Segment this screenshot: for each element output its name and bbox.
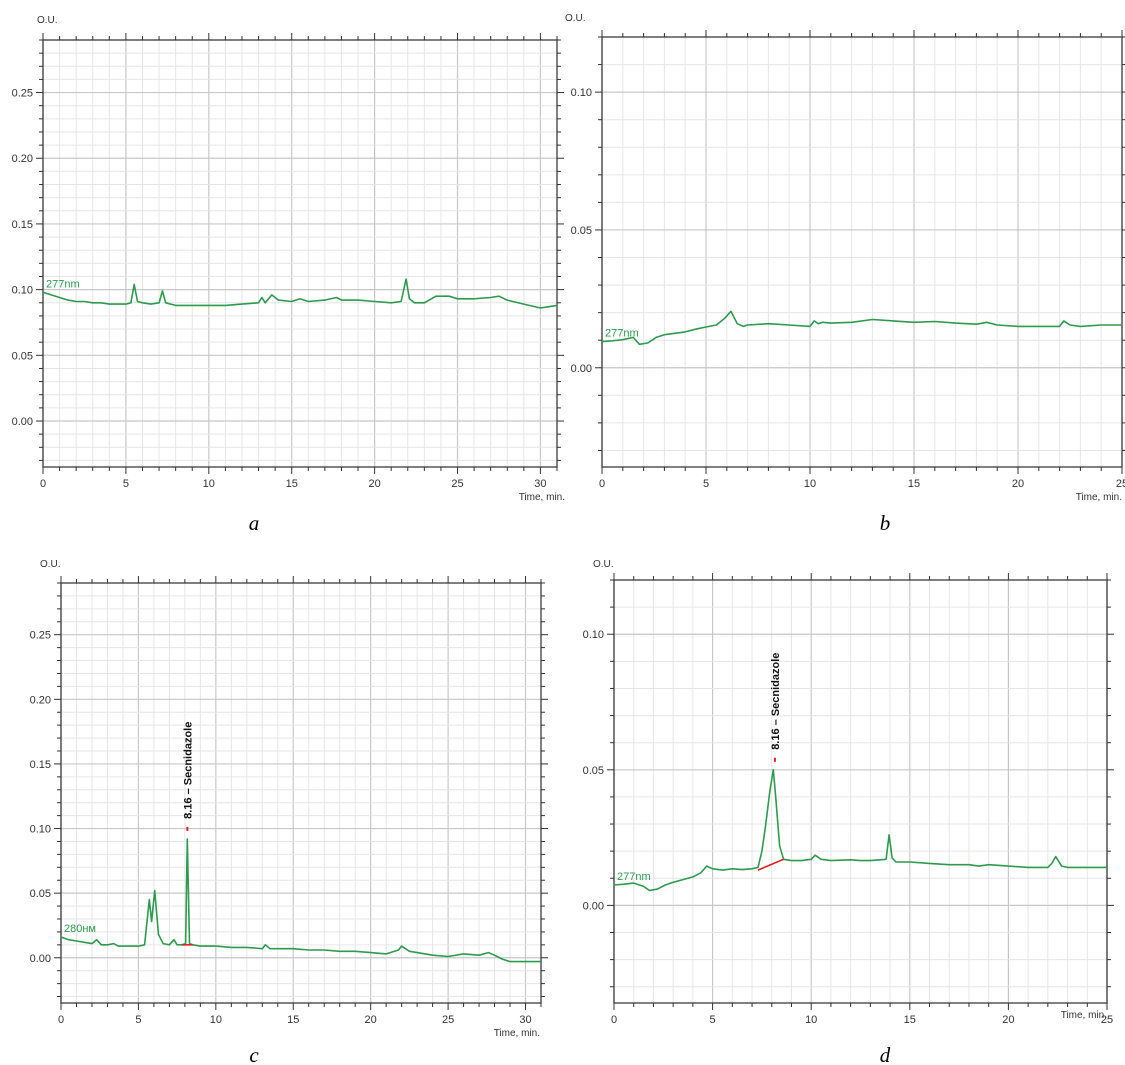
y-tick-label: 0.00 <box>30 953 51 965</box>
y-tick-label: 0.10 <box>12 285 33 297</box>
x-tick-label: 15 <box>286 478 298 490</box>
y-tick-label: 0.00 <box>571 363 592 375</box>
panel-c: 0.00 0.05 0.10 0.15 0.20 0.25 0 5 10 15 20 25 30 O.U.… <box>30 559 548 1065</box>
series-name-label: 280нм <box>64 923 96 935</box>
plot-frame <box>613 579 1108 1004</box>
peak-annotation: 8.16 – Secnidazole <box>182 722 194 819</box>
panel-caption: d <box>880 1043 891 1065</box>
series-line <box>601 310 1122 346</box>
x-tick-label: 10 <box>804 478 816 490</box>
x-tick-label: 25 <box>1101 1014 1113 1026</box>
x-tick-label: 20 <box>365 1014 377 1026</box>
x-axis-label: Time, min. <box>1061 1010 1107 1021</box>
series-line <box>42 278 558 309</box>
y-tick-label: 0.00 <box>583 900 604 912</box>
edge-ticks <box>54 576 548 1010</box>
panel-a: 0.00 0.05 0.10 0.15 0.20 0.25 0 5 10 15 20 25 30 O.U.… <box>12 15 565 535</box>
x-tick-label: 20 <box>368 478 380 490</box>
x-tick-label: 0 <box>599 478 605 490</box>
x-axis-label: Time, min. <box>494 1028 540 1039</box>
x-axis-label: Time, min. <box>519 492 565 503</box>
peak-baseline <box>757 858 784 871</box>
panel-caption: a <box>249 511 260 535</box>
x-tick-label: 5 <box>123 478 129 490</box>
peak-annotation: 8.16 – Secnidazole <box>770 653 782 750</box>
plot-frame <box>601 36 1123 468</box>
x-tick-label: 30 <box>519 1014 531 1026</box>
x-tick-label: 5 <box>135 1014 141 1026</box>
x-tick-label: 25 <box>451 478 463 490</box>
x-tick-label: 30 <box>534 478 546 490</box>
y-tick-label: 0.05 <box>12 350 33 362</box>
y-tick-label: 0.25 <box>30 630 51 642</box>
y-axis-label: O.U. <box>593 559 614 570</box>
x-tick-label: 5 <box>710 1014 716 1026</box>
plot-frame <box>60 582 542 1004</box>
plot-frame <box>42 39 558 468</box>
edge-ticks <box>595 30 1125 474</box>
y-axis-label: O.U. <box>37 15 58 26</box>
x-tick-label: 5 <box>703 478 709 490</box>
x-tick-label: 15 <box>908 478 920 490</box>
x-tick-label: 10 <box>203 478 215 490</box>
series-name-label: 277nm <box>617 871 651 883</box>
x-axis-label: Time, min. <box>1076 492 1122 503</box>
y-tick-label: 0.05 <box>583 765 604 777</box>
y-tick-label: 0.10 <box>30 824 51 836</box>
x-tick-label: 20 <box>1012 478 1024 490</box>
panel-b: 0.00 0.05 0.10 0 5 10 15 20 25 O.U. Time, min. 277n… <box>565 13 1125 535</box>
x-tick-label: 15 <box>287 1014 299 1026</box>
grid <box>42 39 558 467</box>
y-tick-label: 0.25 <box>12 88 33 100</box>
panel-caption: b <box>880 511 891 535</box>
x-tick-label: 25 <box>442 1014 454 1026</box>
x-tick-label: 0 <box>58 1014 64 1026</box>
x-tick-label: 10 <box>805 1014 817 1026</box>
y-tick-label: 0.10 <box>583 629 604 641</box>
panel-d: 0.00 0.05 0.10 0 5 10 15 20 25 O.U. Time, min. 277n… <box>583 559 1114 1065</box>
y-tick-label: 0.05 <box>30 888 51 900</box>
y-tick-label: 0.10 <box>571 87 592 99</box>
x-tick-label: 10 <box>210 1014 222 1026</box>
grid <box>601 36 1123 467</box>
edge-ticks <box>607 573 1114 1010</box>
x-tick-label: 15 <box>904 1014 916 1026</box>
panel-caption: c <box>249 1043 259 1065</box>
grid <box>60 582 542 1003</box>
y-tick-label: 0.05 <box>571 225 592 237</box>
series-name-label: 277nm <box>605 328 639 340</box>
series-name-label: 277nm <box>46 278 80 290</box>
y-axis-label: O.U. <box>565 13 586 24</box>
x-tick-label: 25 <box>1116 478 1125 490</box>
series-line <box>60 838 541 963</box>
edge-ticks <box>36 33 564 474</box>
y-tick-label: 0.00 <box>12 416 33 428</box>
y-axis-label: O.U. <box>40 559 61 570</box>
x-tick-label: 0 <box>611 1014 617 1026</box>
x-tick-label: 20 <box>1002 1014 1014 1026</box>
y-tick-label: 0.15 <box>12 219 33 231</box>
y-tick-label: 0.20 <box>30 694 51 706</box>
series-line <box>613 768 1107 892</box>
y-tick-label: 0.20 <box>12 153 33 165</box>
y-tick-label: 0.15 <box>30 759 51 771</box>
x-tick-label: 0 <box>40 478 46 490</box>
grid <box>613 579 1108 1003</box>
